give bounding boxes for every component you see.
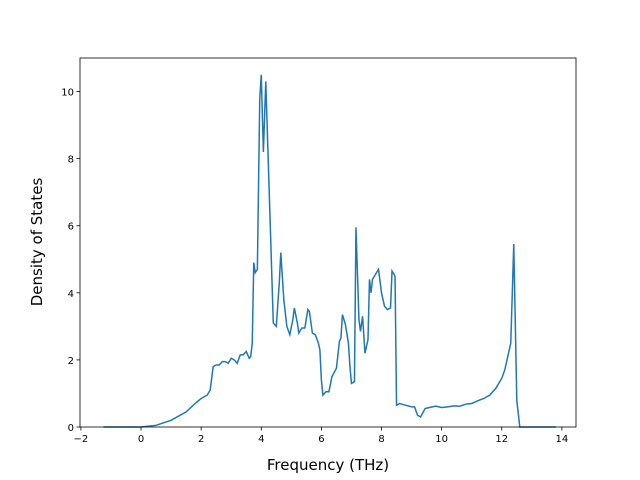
x-tick-label: 10 bbox=[435, 434, 448, 445]
axes-frame bbox=[79, 57, 577, 428]
y-tick-label: 10 bbox=[61, 88, 74, 99]
y-tick-label: 0 bbox=[68, 423, 74, 434]
y-axis-label: Density of States bbox=[28, 178, 46, 307]
x-tick-label: −2 bbox=[74, 434, 89, 445]
x-tick-label: 0 bbox=[138, 434, 144, 445]
x-tick-label: 12 bbox=[495, 434, 508, 445]
data-line bbox=[103, 74, 556, 428]
x-tick-label: 6 bbox=[318, 434, 324, 445]
x-tick-label: 8 bbox=[378, 434, 384, 445]
y-tick-label: 6 bbox=[68, 222, 74, 233]
y-tick-label: 2 bbox=[68, 356, 74, 367]
x-tick-label: 4 bbox=[258, 434, 264, 445]
y-tick-label: 4 bbox=[68, 289, 74, 300]
x-axis-label: Frequency (THz) bbox=[267, 456, 389, 474]
x-tick-label: 14 bbox=[556, 434, 569, 445]
x-tick-label: 2 bbox=[198, 434, 204, 445]
y-tick-label: 8 bbox=[68, 155, 74, 166]
